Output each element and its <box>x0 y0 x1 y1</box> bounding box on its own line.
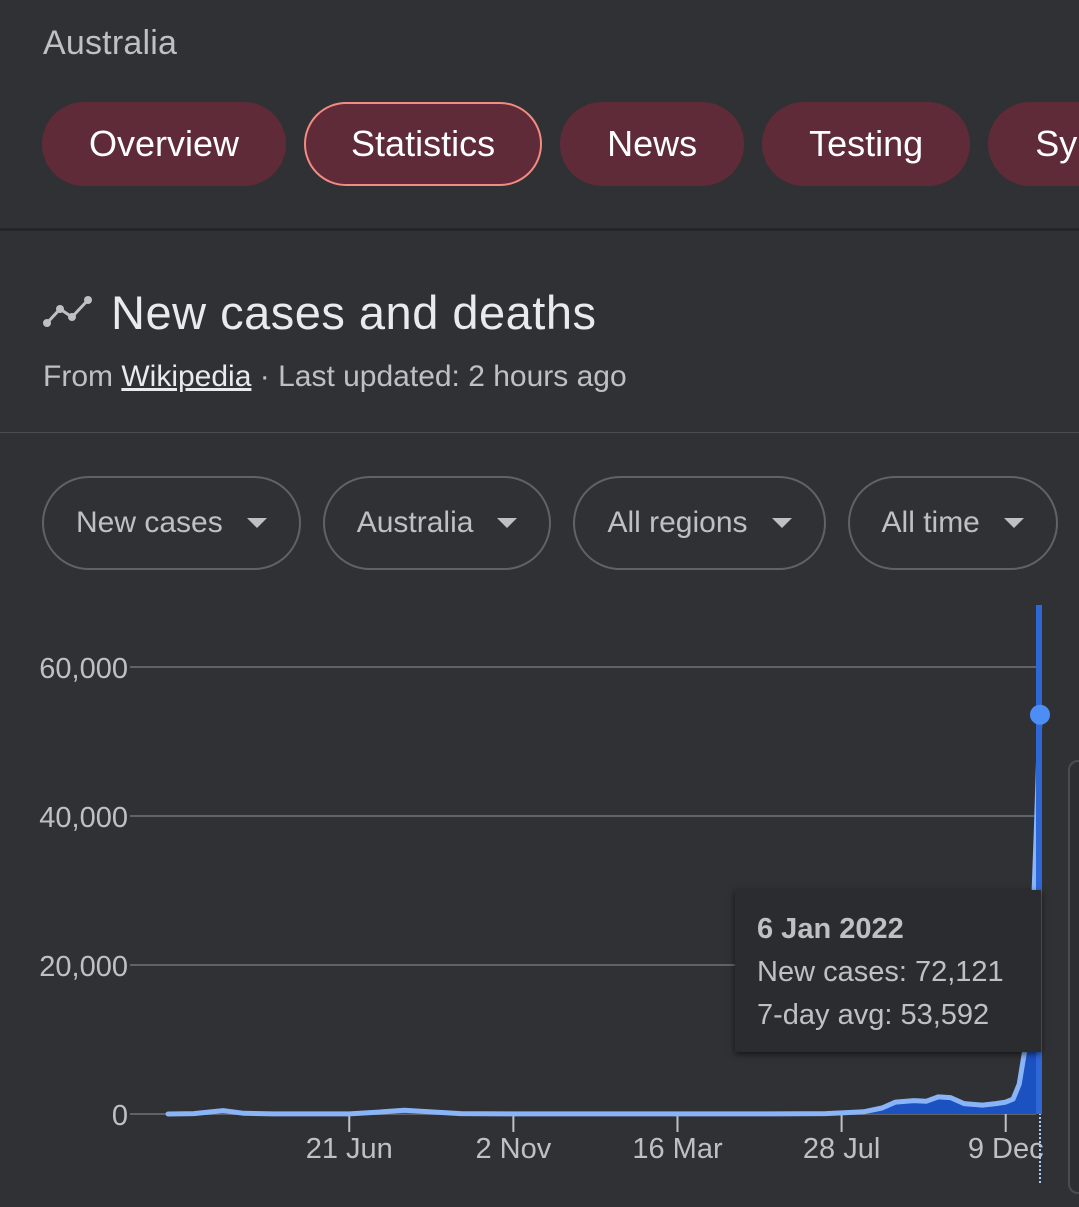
section-title: New cases and deaths <box>111 286 597 339</box>
tab-bar: Overview Statistics News Testing Sy <box>42 102 1079 186</box>
x-tick-label: 21 Jun <box>306 1133 393 1165</box>
series-line <box>165 712 1043 1117</box>
chart-tooltip: 6 Jan 2022 New cases: 72,121 7-day avg: … <box>735 890 1041 1052</box>
y-tick-label: 60,000 <box>39 653 128 685</box>
source-line: From Wikipedia · Last updated: 2 hours a… <box>43 360 627 394</box>
section-header: New cases and deaths <box>43 285 597 340</box>
dropdown-arrow-icon <box>1003 518 1024 528</box>
metric-dropdown-label: New cases <box>76 506 223 539</box>
highlight-point <box>1030 704 1050 725</box>
x-tick-label: 2 Nov <box>475 1133 551 1165</box>
tab-symptoms[interactable]: Sy <box>988 102 1079 186</box>
source-prefix: From <box>43 360 113 393</box>
trend-line-icon <box>43 295 92 327</box>
time-range-dropdown-label: All time <box>881 506 980 539</box>
country-dropdown[interactable]: Australia <box>322 476 552 570</box>
country-dropdown-label: Australia <box>356 506 474 539</box>
tooltip-new-cases: New cases: 72,121 <box>757 956 1004 988</box>
tab-overview[interactable]: Overview <box>42 102 287 186</box>
region-dropdown-label: All regions <box>607 506 748 539</box>
new-cases-bar <box>1036 605 1042 1114</box>
metric-dropdown[interactable]: New cases <box>42 476 301 570</box>
region-dropdown[interactable]: All regions <box>573 476 826 570</box>
tab-testing[interactable]: Testing <box>762 102 971 186</box>
dropdown-arrow-icon <box>497 518 518 528</box>
x-tick-label: 9 Dec <box>968 1133 1044 1165</box>
x-tick-label: 28 Jul <box>803 1133 880 1165</box>
y-tick-label: 20,000 <box>39 951 128 983</box>
x-tick-label: 16 Mar <box>632 1133 723 1165</box>
filter-bar: New cases Australia All regions All time <box>42 476 1058 570</box>
y-tick-label: 0 <box>112 1100 128 1132</box>
dropdown-arrow-icon <box>246 518 267 528</box>
tab-news[interactable]: News <box>560 102 745 186</box>
tooltip-date: 6 Jan 2022 <box>757 913 904 945</box>
tooltip-avg: 7-day avg: 53,592 <box>757 999 990 1031</box>
dropdown-arrow-icon <box>771 518 792 528</box>
side-panel-edge[interactable] <box>1068 760 1079 1194</box>
section-divider <box>0 432 1079 433</box>
last-updated: · Last updated: 2 hours ago <box>259 360 627 393</box>
wikipedia-link[interactable]: Wikipedia <box>121 360 252 393</box>
country-title: Australia <box>43 24 178 62</box>
y-tick-label: 40,000 <box>39 802 128 834</box>
header-divider <box>0 228 1079 231</box>
tab-statistics[interactable]: Statistics <box>304 102 543 186</box>
time-range-dropdown[interactable]: All time <box>847 476 1058 570</box>
